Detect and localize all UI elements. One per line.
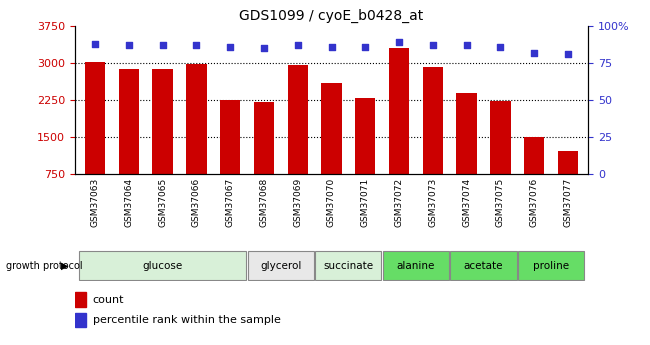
- Text: GSM37066: GSM37066: [192, 178, 201, 227]
- Text: proline: proline: [533, 261, 569, 270]
- Text: percentile rank within the sample: percentile rank within the sample: [93, 315, 281, 325]
- Point: [90, 41, 100, 47]
- Text: GSM37072: GSM37072: [395, 178, 404, 227]
- Text: GSM37063: GSM37063: [90, 178, 99, 227]
- Text: GSM37071: GSM37071: [361, 178, 370, 227]
- Point: [394, 39, 404, 45]
- Text: GSM37073: GSM37073: [428, 178, 437, 227]
- Text: count: count: [93, 295, 124, 305]
- Point: [157, 42, 168, 48]
- Text: GSM37075: GSM37075: [496, 178, 505, 227]
- Bar: [490, 100, 510, 211]
- FancyBboxPatch shape: [450, 252, 517, 280]
- Point: [360, 44, 370, 49]
- Text: acetate: acetate: [463, 261, 503, 270]
- Point: [428, 42, 438, 48]
- Text: GSM37074: GSM37074: [462, 178, 471, 227]
- Point: [529, 50, 539, 55]
- FancyBboxPatch shape: [248, 252, 314, 280]
- Text: GSM37064: GSM37064: [124, 178, 133, 227]
- Point: [191, 42, 202, 48]
- FancyBboxPatch shape: [383, 252, 449, 280]
- Point: [495, 44, 506, 49]
- Text: GSM37076: GSM37076: [530, 178, 539, 227]
- Text: growth protocol: growth protocol: [6, 261, 83, 270]
- Text: glucose: glucose: [142, 261, 183, 270]
- Bar: [75, 292, 86, 307]
- Bar: [153, 69, 173, 211]
- Bar: [456, 93, 476, 211]
- Text: GSM37069: GSM37069: [293, 178, 302, 227]
- Point: [124, 42, 134, 48]
- Bar: [524, 137, 544, 211]
- FancyBboxPatch shape: [315, 252, 382, 280]
- Text: GSM37077: GSM37077: [564, 178, 573, 227]
- Bar: [287, 65, 308, 211]
- Text: glycerol: glycerol: [260, 261, 302, 270]
- Bar: [355, 98, 376, 211]
- Bar: [422, 67, 443, 211]
- Text: GSM37070: GSM37070: [327, 178, 336, 227]
- Text: GSM37067: GSM37067: [226, 178, 235, 227]
- Point: [292, 42, 303, 48]
- Text: GSM37068: GSM37068: [259, 178, 268, 227]
- Text: alanine: alanine: [396, 261, 435, 270]
- Text: succinate: succinate: [323, 261, 374, 270]
- Bar: [254, 102, 274, 211]
- Bar: [75, 313, 86, 327]
- Point: [563, 51, 573, 57]
- Bar: [321, 83, 342, 211]
- Bar: [119, 69, 139, 211]
- Bar: [85, 62, 105, 211]
- Point: [326, 44, 337, 49]
- Point: [462, 42, 472, 48]
- Bar: [187, 65, 207, 211]
- Bar: [558, 151, 578, 211]
- Bar: [220, 100, 240, 211]
- Point: [225, 44, 235, 49]
- FancyBboxPatch shape: [518, 252, 584, 280]
- FancyBboxPatch shape: [79, 252, 246, 280]
- Text: GSM37065: GSM37065: [158, 178, 167, 227]
- Point: [259, 45, 269, 51]
- Text: ▶: ▶: [60, 261, 68, 270]
- Title: GDS1099 / cyoE_b0428_at: GDS1099 / cyoE_b0428_at: [239, 9, 424, 23]
- Bar: [389, 48, 410, 211]
